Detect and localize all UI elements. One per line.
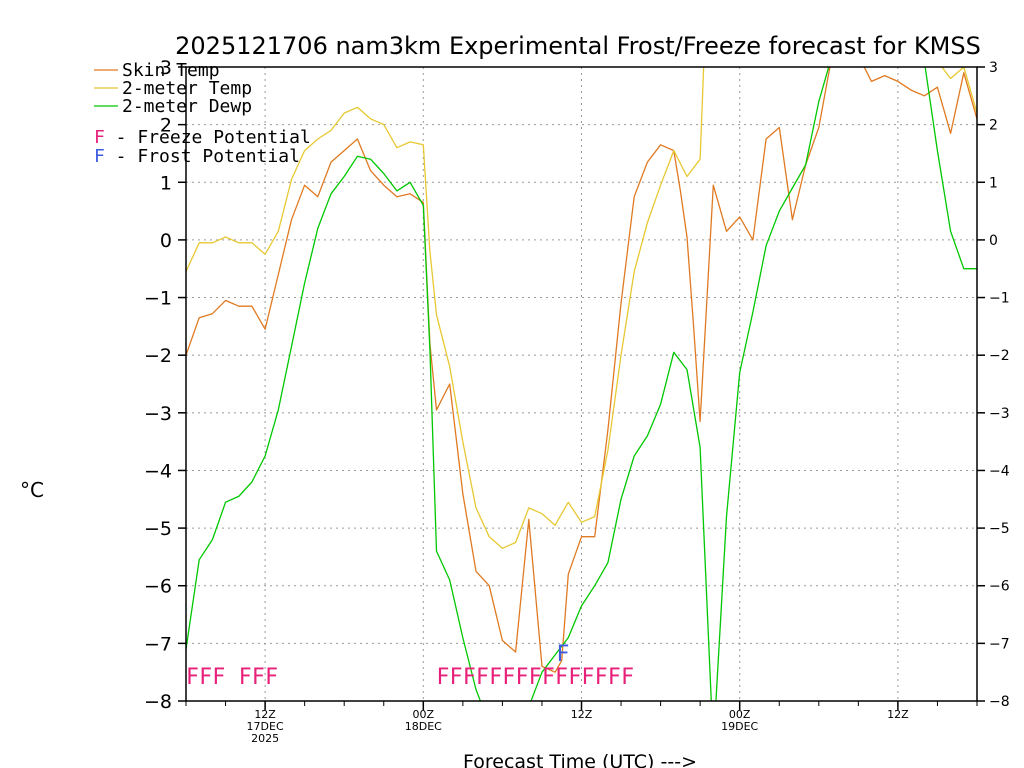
y-tick-label-left: −7 (144, 633, 172, 655)
legend-label: Skin Temp (122, 60, 220, 81)
legend-marker-label: - Freeze Potential (105, 127, 311, 148)
freeze-marker: F (252, 665, 265, 690)
freeze-marker: F (569, 665, 582, 690)
y-axis-label: °C (20, 478, 44, 502)
freeze-marker: F (582, 665, 595, 690)
y-tick-label-right: −8 (989, 694, 1010, 710)
y-tick-label-right: −2 (989, 348, 1010, 364)
freeze-marker: F (503, 665, 516, 690)
y-tick-label-right: 0 (989, 233, 998, 249)
axes: −8 −8 −7 −7 −6 −6 −5 −5 −4 −4 −3 −3 −2 −2 −1 −1 0 0 1 1 2 2 3 3… (144, 57, 1010, 745)
y-tick-label-right: −7 (989, 636, 1010, 652)
x-tick-label: 12Z (571, 708, 593, 721)
y-tick-label-left: 3 (160, 57, 172, 79)
y-tick-label-right: 1 (989, 175, 998, 191)
freeze-marker: F (199, 665, 212, 690)
y-tick-label-right: −3 (989, 406, 1010, 422)
legend-marker-entry: F - Freeze Potential (94, 127, 311, 148)
freeze-marker: F (450, 665, 463, 690)
freeze-marker: F (213, 665, 226, 690)
freeze-marker: F (239, 665, 252, 690)
potential-markers: F F F F F F F F F F F F F F F F F F F F FF (186, 642, 634, 690)
freeze-marker: F (621, 665, 634, 690)
freeze-marker: F (529, 665, 542, 690)
y-tick-label-left: −3 (144, 403, 172, 425)
x-tick-label: 17DEC (247, 720, 284, 733)
legend-marker-letter: F (94, 146, 105, 167)
chart-title: 2025121706 nam3km Experimental Frost/Fre… (175, 32, 981, 60)
legend-label: 2-meter Dewp (122, 96, 252, 117)
x-tick-label: 19DEC (721, 720, 758, 733)
y-tick-label-right: −4 (989, 463, 1010, 479)
legend-marker-entry: F - Frost Potential (94, 146, 300, 167)
y-tick-label-left: −2 (144, 345, 172, 367)
y-tick-label-left: −6 (144, 576, 172, 598)
y-tick-label-right: 3 (989, 60, 998, 76)
y-tick-label-left: 0 (160, 230, 172, 252)
y-tick-label-left: −8 (144, 691, 172, 713)
freeze-marker: F (437, 665, 450, 690)
freeze-marker: F (186, 665, 199, 690)
series-line-2-meter-temp (186, 67, 977, 549)
grid-lines (186, 67, 977, 701)
freeze-marker: F (489, 665, 502, 690)
frost-marker: F (557, 642, 570, 667)
y-tick-label-left: 2 (160, 115, 172, 137)
x-tick-label: 00Z (413, 708, 435, 721)
freeze-marker: F (476, 665, 489, 690)
y-tick-label-left: 1 (160, 172, 172, 194)
freeze-marker: F (463, 665, 476, 690)
y-tick-label-left: −5 (144, 518, 172, 540)
y-tick-label-left: −1 (144, 288, 172, 310)
freeze-marker: F (542, 665, 555, 690)
freeze-marker: F (555, 665, 568, 690)
x-tick-label: 12Z (887, 708, 909, 721)
freeze-marker: F (595, 665, 608, 690)
series-layer (186, 67, 977, 701)
freeze-marker: F (516, 665, 529, 690)
x-tick-label: 12Z (254, 708, 276, 721)
series-line-2-meter-dewp (186, 67, 977, 701)
y-tick-label-left: −4 (144, 460, 172, 482)
freeze-marker: F (608, 665, 621, 690)
y-tick-label-right: −1 (989, 291, 1010, 307)
y-tick-label-right: −6 (989, 579, 1010, 595)
series-clip-group (186, 67, 977, 701)
series-line-skin-temp (186, 67, 977, 673)
x-axis-title: Forecast Time (UTC) ---> (463, 751, 697, 768)
legend-marker-label: - Frost Potential (105, 146, 300, 167)
y-tick-label-right: 2 (989, 118, 998, 134)
legend-marker-letter: F (94, 127, 105, 148)
x-tick-label: 2025 (251, 732, 279, 745)
x-tick-label: 00Z (729, 708, 751, 721)
freeze-marker: F (265, 665, 278, 690)
legend-label: 2-meter Temp (122, 78, 252, 99)
y-tick-label-right: −5 (989, 521, 1010, 537)
x-tick-label: 18DEC (405, 720, 442, 733)
